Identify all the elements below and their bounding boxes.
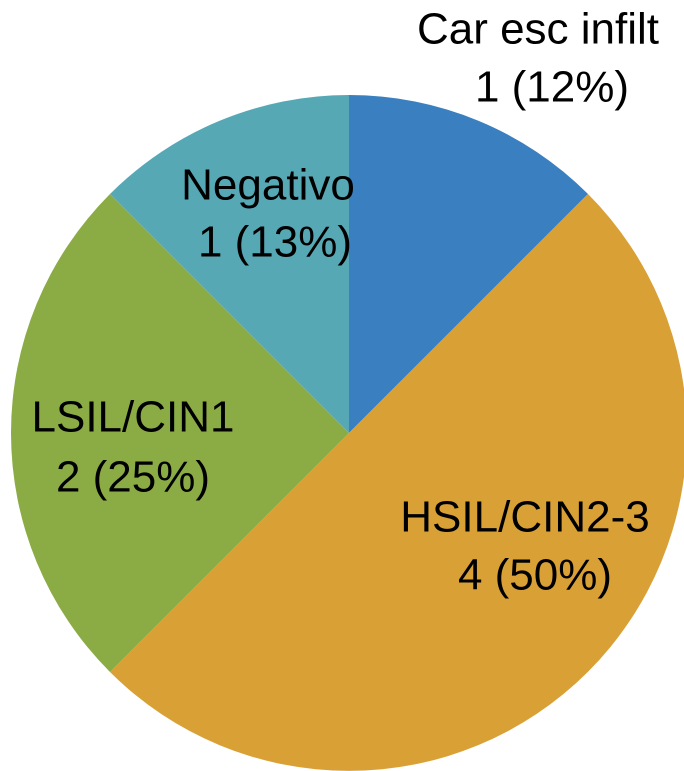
slice-value-label: 2 (25%) (56, 453, 210, 502)
pie-slice (109, 193, 684, 771)
slice-label: LSIL/CIN1 (32, 393, 235, 442)
slice-value-label: 1 (12%) (475, 63, 629, 112)
slice-value-label: 4 (50%) (458, 551, 612, 600)
pie-slice (11, 193, 350, 673)
slice-label: Car esc infilt (417, 5, 659, 54)
pie-slice (349, 95, 589, 433)
slice-label: HSIL/CIN2-3 (400, 493, 649, 542)
slice-label: Negativo (181, 161, 355, 210)
pie-slice (109, 95, 349, 433)
slice-value-label: 1 (13%) (198, 218, 352, 267)
